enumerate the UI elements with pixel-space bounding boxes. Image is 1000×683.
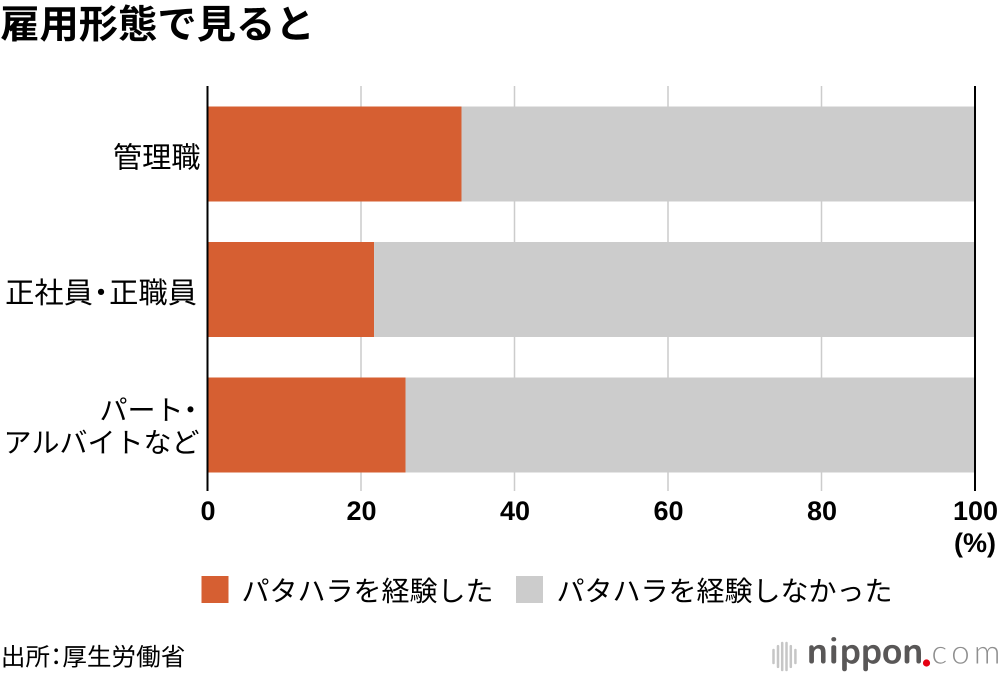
svg-text:40: 40 — [500, 496, 530, 526]
svg-text:20: 20 — [346, 496, 376, 526]
svg-text:80: 80 — [807, 496, 837, 526]
svg-text:100: 100 — [953, 496, 998, 526]
svg-text:60: 60 — [653, 496, 683, 526]
svg-text:0: 0 — [200, 496, 215, 526]
svg-text:(%): (%) — [954, 528, 996, 558]
